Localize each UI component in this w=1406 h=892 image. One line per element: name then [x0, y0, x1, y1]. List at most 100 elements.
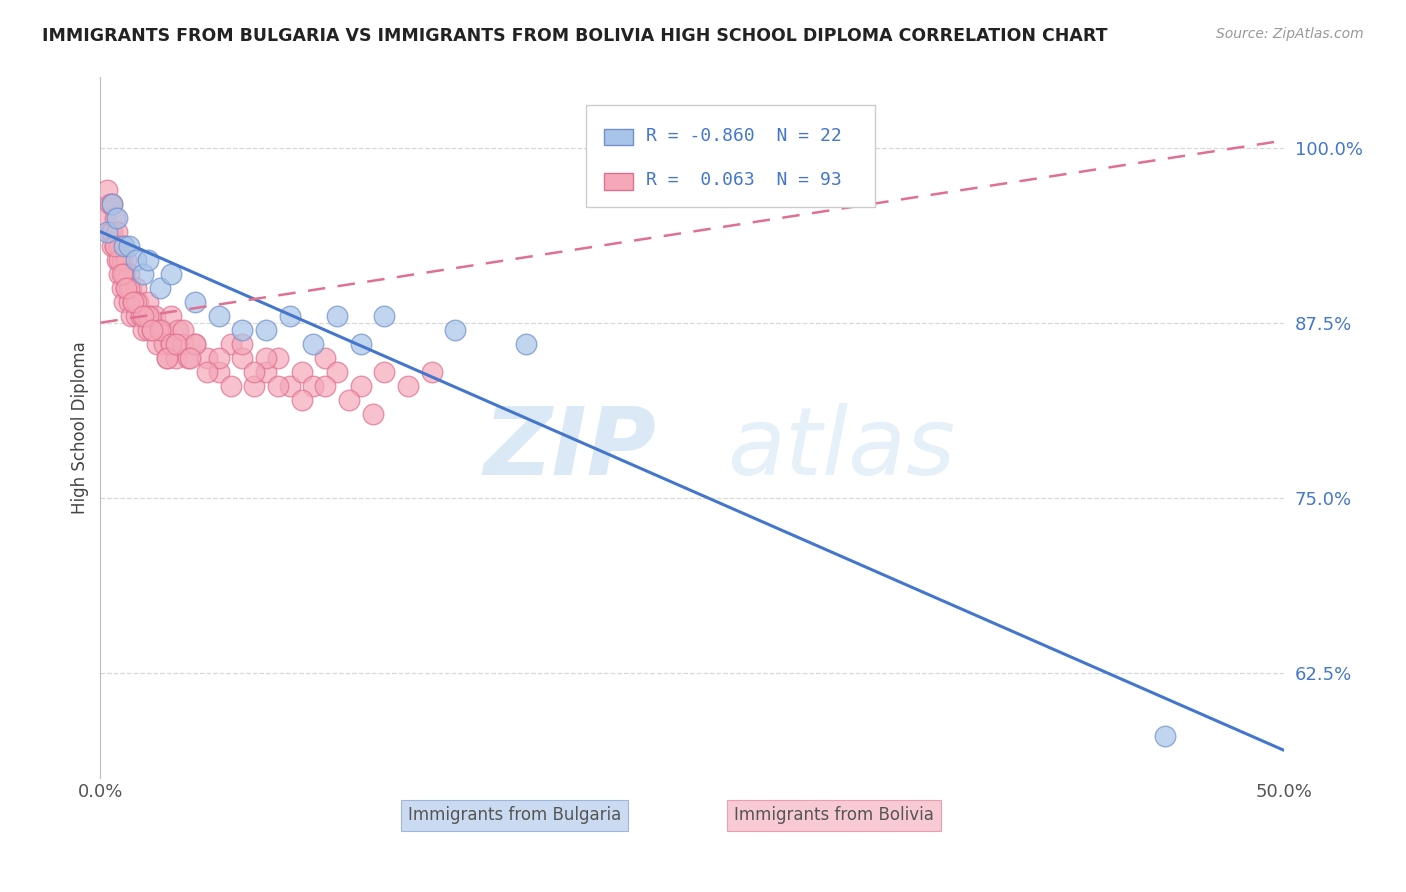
Point [101, 238, 124, 252]
Point [125, 281, 148, 295]
Point [208, 365, 231, 379]
Point [122, 294, 145, 309]
Point [160, 309, 183, 323]
Point [361, 407, 384, 421]
Point [267, 351, 290, 365]
Point [254, 351, 277, 365]
Point [148, 323, 170, 337]
Point [165, 336, 187, 351]
Point [243, 365, 266, 379]
Point [101, 196, 124, 211]
FancyBboxPatch shape [585, 105, 876, 207]
Point [132, 267, 155, 281]
Point [105, 252, 128, 267]
Point [167, 323, 190, 337]
Point [136, 323, 159, 337]
Point [115, 281, 138, 295]
Point [153, 336, 176, 351]
Point [132, 323, 155, 337]
Point [302, 336, 325, 351]
Point [184, 336, 207, 351]
Point [120, 281, 142, 295]
Point [132, 309, 155, 323]
Point [177, 351, 200, 365]
Point [184, 336, 207, 351]
Point [302, 379, 325, 393]
Point [373, 365, 395, 379]
Text: R = -0.860  N = 22: R = -0.860 N = 22 [645, 128, 842, 145]
Point [98, 225, 121, 239]
Point [129, 309, 152, 323]
Point [278, 309, 301, 323]
Point [103, 238, 125, 252]
Point [112, 267, 135, 281]
Point [444, 323, 467, 337]
Point [103, 238, 125, 252]
Point [314, 379, 336, 393]
Point [118, 238, 141, 252]
Point [172, 323, 194, 337]
Point [125, 309, 148, 323]
Point [231, 351, 253, 365]
Point [122, 294, 145, 309]
Point [136, 294, 159, 309]
Point [314, 351, 336, 365]
Point [195, 365, 218, 379]
Point [290, 392, 312, 407]
Point [337, 392, 360, 407]
Point [420, 365, 443, 379]
Point [350, 336, 373, 351]
Point [1154, 729, 1177, 743]
Point [141, 323, 163, 337]
Text: atlas: atlas [727, 403, 956, 494]
Point [105, 211, 128, 225]
Point [101, 196, 124, 211]
Point [105, 225, 128, 239]
Point [118, 294, 141, 309]
Point [156, 351, 179, 365]
Text: R =  0.063  N = 93: R = 0.063 N = 93 [645, 171, 842, 189]
Point [160, 267, 183, 281]
Point [165, 351, 187, 365]
Y-axis label: High School Diploma: High School Diploma [72, 342, 89, 514]
Point [94, 211, 117, 225]
Point [278, 379, 301, 393]
Point [148, 323, 170, 337]
Point [108, 238, 131, 252]
Text: Immigrants from Bulgaria: Immigrants from Bulgaria [408, 806, 621, 824]
Point [111, 281, 134, 295]
Point [243, 379, 266, 393]
Point [120, 309, 142, 323]
Point [179, 351, 201, 365]
Text: Immigrants from Bolivia: Immigrants from Bolivia [734, 806, 934, 824]
Point [112, 294, 135, 309]
Point [112, 238, 135, 252]
Point [172, 336, 194, 351]
Point [231, 336, 253, 351]
Point [139, 309, 162, 323]
Point [160, 336, 183, 351]
Point [111, 252, 134, 267]
Point [118, 267, 141, 281]
Point [148, 281, 170, 295]
Point [141, 323, 163, 337]
Point [125, 294, 148, 309]
Point [290, 365, 312, 379]
Point [208, 351, 231, 365]
Point [134, 309, 156, 323]
Point [254, 365, 277, 379]
Point [103, 211, 125, 225]
Point [136, 252, 159, 267]
Point [350, 379, 373, 393]
Point [115, 281, 138, 295]
Point [254, 323, 277, 337]
Point [373, 309, 395, 323]
Point [111, 267, 134, 281]
Point [143, 309, 166, 323]
Text: Source: ZipAtlas.com: Source: ZipAtlas.com [1216, 27, 1364, 41]
Point [112, 238, 135, 252]
Point [96, 183, 118, 197]
FancyBboxPatch shape [605, 128, 633, 145]
Point [112, 267, 135, 281]
Point [127, 294, 149, 309]
